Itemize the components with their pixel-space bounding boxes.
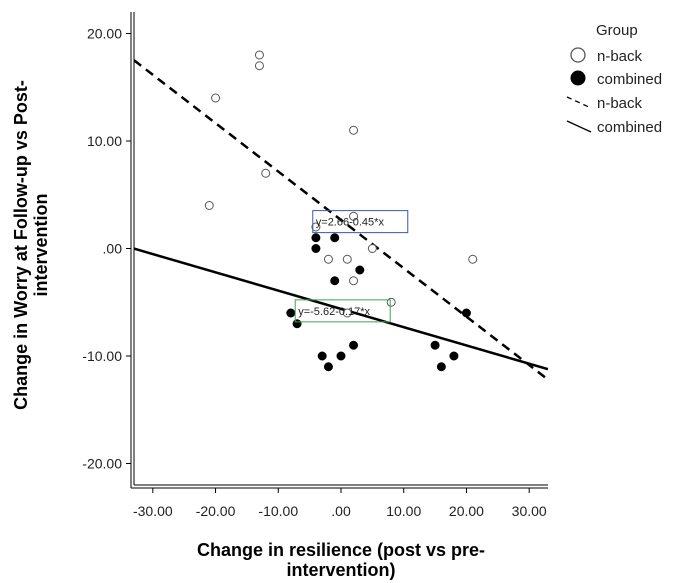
point-n-back (211, 93, 221, 103)
point-n-back (349, 125, 359, 135)
equation-box (294, 299, 391, 323)
data-points (204, 50, 478, 372)
legend-entry: n-back (597, 48, 643, 65)
x-axis-title-line2: intervention) (286, 560, 395, 580)
fit-line-n-back (134, 59, 548, 381)
tick-labels: -30.00 -20.00 -10.00 .00 10.00 20.00 30.00 -20.… (82, 26, 547, 520)
legend-entry: n-back (597, 95, 643, 112)
point-combined (330, 276, 340, 286)
equation-label: y=-5.62-0.17*x (298, 306, 370, 318)
y-axis-title: Change in Worry at Follow-up vs Post- (11, 80, 31, 410)
axes (126, 12, 548, 493)
x-tick-label: 10.00 (386, 503, 421, 519)
point-combined (323, 362, 333, 372)
point-n-back (323, 254, 333, 264)
point-combined (461, 308, 471, 318)
point-combined (430, 340, 440, 350)
y-tick-label: -20.00 (82, 456, 122, 472)
point-combined (317, 351, 327, 361)
point-n-back (311, 222, 321, 232)
axis-titles: Change in resilience (post vs pre-interv… (11, 80, 485, 580)
y-tick-label: 20.00 (87, 26, 122, 42)
legend: Group n-back combined n-back combined (566, 22, 662, 136)
legend-entry: combined (597, 119, 662, 136)
x-tick-label: -20.00 (196, 503, 236, 519)
y-tick-label: .00 (103, 241, 123, 257)
equation-labels: y=2.66-0.45*x y=-5.62-0.17*x (294, 210, 409, 323)
legend-open-circle-icon (570, 47, 586, 63)
point-n-back (342, 254, 352, 264)
fit-lines (134, 59, 548, 381)
point-n-back (367, 244, 377, 253)
legend-entry: combined (597, 71, 662, 88)
point-n-back (349, 276, 359, 286)
point-combined (449, 351, 459, 361)
fit-line-combined (134, 247, 548, 371)
y-tick-label: -10.00 (82, 348, 122, 364)
point-combined (336, 351, 346, 361)
equation-label: y=2.66-0.45*x (316, 217, 385, 229)
legend-title: Group (596, 22, 638, 39)
x-tick-label: .00 (331, 503, 351, 519)
x-tick-label: -10.00 (258, 503, 298, 519)
point-combined (355, 265, 365, 275)
legend-solid-line-icon (566, 120, 592, 133)
point-combined (286, 308, 296, 318)
x-tick-label: 20.00 (449, 503, 484, 519)
point-combined (330, 233, 340, 243)
legend-filled-circle-icon (570, 70, 586, 86)
point-n-back (349, 211, 359, 221)
legend-dashed-line-icon (566, 96, 592, 109)
point-n-back (468, 254, 478, 264)
x-tick-label: -30.00 (133, 503, 173, 519)
x-axis-title: Change in resilience (post vs pre- (197, 540, 485, 560)
point-combined (436, 362, 446, 372)
point-combined (311, 233, 321, 243)
y-axis-title-line2: intervention (31, 193, 51, 296)
point-combined (349, 340, 359, 350)
y-tick-label: 10.00 (87, 133, 122, 149)
point-n-back (254, 50, 264, 60)
point-n-back (204, 201, 214, 210)
point-combined (311, 244, 321, 253)
point-n-back (342, 308, 352, 318)
point-combined (292, 319, 302, 329)
equation-box (312, 210, 409, 234)
x-tick-label: 30.00 (512, 503, 547, 519)
point-n-back (254, 61, 264, 71)
point-n-back (261, 168, 271, 178)
